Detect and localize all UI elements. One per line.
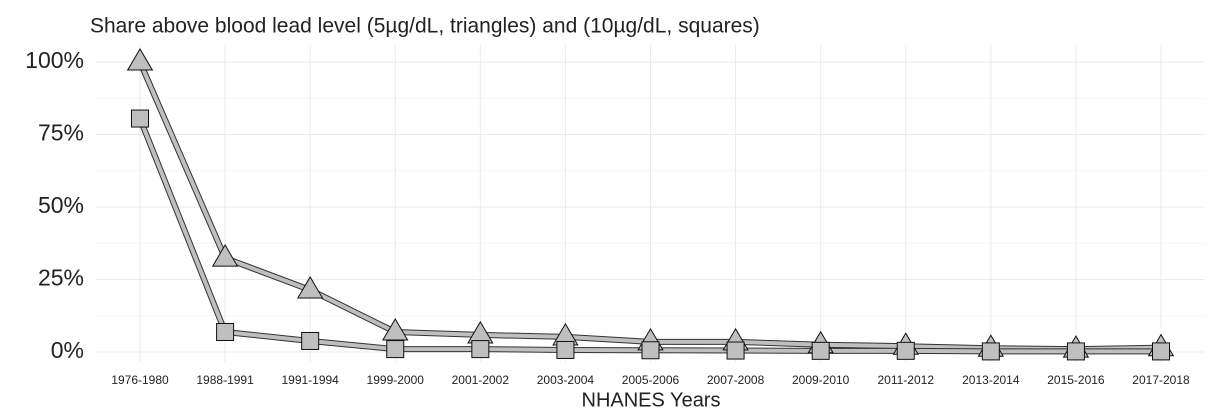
triangle-marker [382,318,409,341]
triangle-marker [126,48,154,71]
x-tick-label: 1988-1991 [196,373,254,387]
x-tick-label: 2015-2016 [1047,373,1105,387]
x-axis-label: NHANES Years [582,389,721,411]
square-marker [556,340,575,359]
y-tick-label: 100% [25,47,84,73]
square-marker [981,342,1000,361]
y-tick-label: 50% [38,192,84,218]
x-tick-label: 2013-2014 [962,373,1020,387]
chart-title: Share above blood lead level (5µg/dL, tr… [90,15,760,38]
triangle-marker [211,244,239,267]
x-tick-label: 1976-1980 [111,373,169,387]
square-marker [726,341,745,360]
x-tick-label: 1999-2000 [367,373,425,387]
x-tick-label: 1991-1994 [281,373,339,387]
square-marker [386,340,405,359]
x-tick-label: 2011-2012 [878,373,935,387]
square-marker [1066,342,1085,361]
square-marker [1152,342,1170,361]
square-marker [896,341,915,360]
x-tick-label: 2003-2004 [537,373,595,387]
x-tick-label: 2017-2018 [1132,373,1190,387]
triangle-marker [296,275,324,299]
square-marker [641,341,660,360]
square-marker [811,341,830,360]
x-tick-label: 2007-2008 [707,373,765,387]
square-marker [131,109,149,128]
y-tick-label: 25% [38,265,84,291]
y-tick-label: 0% [51,337,84,363]
x-tick-label: 2001-2002 [452,373,510,387]
square-marker [471,340,490,359]
square-marker [301,331,320,350]
square-marker [216,322,235,341]
y-tick-label: 75% [38,120,84,146]
x-tick-label: 2009-2010 [792,373,850,387]
x-tick-label: 2005-2006 [622,373,680,387]
